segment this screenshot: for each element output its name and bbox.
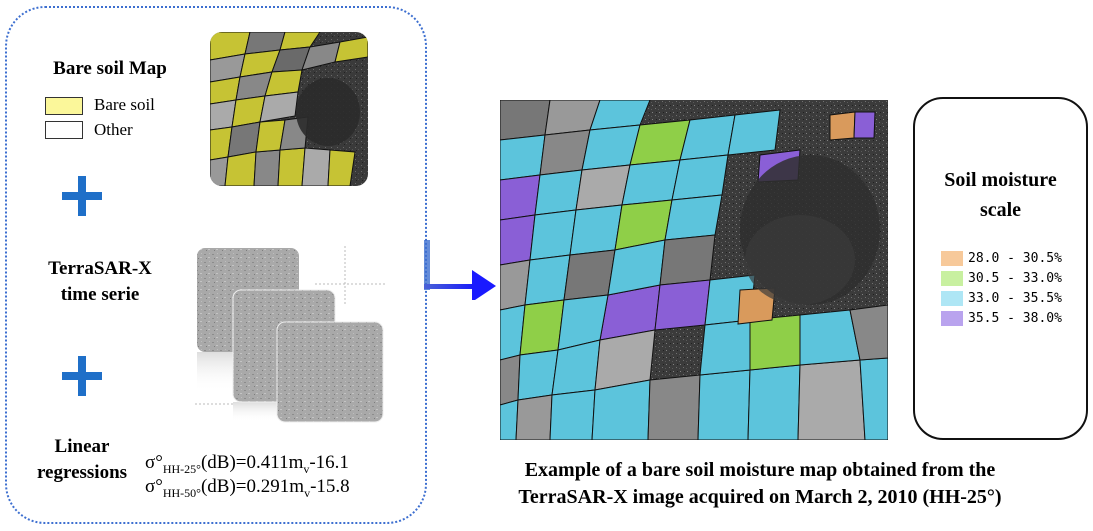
bare-soil-map-image: [210, 32, 368, 186]
scale-swatch: [941, 311, 963, 326]
scale-item: 33.0 - 35.5%: [941, 291, 1086, 306]
legend-label-bare-soil: Bare soil: [94, 95, 155, 114]
scale-swatch: [941, 271, 963, 286]
regression-formula-25: σ°HH-25°(dB)=0.411mv-16.1: [145, 452, 349, 476]
terrasar-title: TerraSAR-X time serie: [20, 256, 180, 308]
scale-item: 35.5 - 38.0%: [941, 311, 1086, 326]
linear-title-line2: regressions: [36, 462, 128, 483]
terrasar-title-line2: time serie: [60, 284, 140, 305]
arrow-right-icon: [424, 240, 496, 300]
legend-swatch-other: [45, 121, 83, 139]
scale-item: 30.5 - 33.0%: [941, 271, 1086, 286]
linear-regressions-title: Linear regressions: [22, 434, 142, 486]
soil-moisture-map-image: [500, 100, 888, 440]
scale-label: 28.0 - 30.5%: [968, 251, 1062, 266]
bare-soil-map-title: Bare soil Map: [53, 58, 167, 79]
plus-icon: [62, 356, 102, 396]
linear-title-line1: Linear: [54, 436, 110, 457]
terrasar-title-line1: TerraSAR-X: [48, 258, 152, 279]
scale-legend: 28.0 - 30.5% 30.5 - 33.0% 33.0 - 35.5% 3…: [941, 251, 1086, 326]
plus-icon: [62, 176, 102, 216]
figure-caption: Example of a bare soil moisture map obta…: [440, 457, 1080, 511]
scale-label: 35.5 - 38.0%: [968, 311, 1062, 326]
scale-swatch: [941, 291, 963, 306]
terrasar-time-series-images: [195, 246, 387, 423]
caption-line2: TerraSAR-X image acquired on March 2, 20…: [518, 486, 1002, 508]
scale-title: Soil moisture scale: [915, 165, 1086, 225]
regression-formula-50: σ°HH-50°(dB)=0.291mv-15.8: [145, 476, 350, 500]
scale-swatch: [941, 251, 963, 266]
scale-title-line2: scale: [979, 199, 1022, 221]
scale-label: 30.5 - 33.0%: [968, 271, 1062, 286]
legend-swatch-bare-soil: [45, 97, 83, 115]
scale-label: 33.0 - 35.5%: [968, 291, 1062, 306]
legend-label-other: Other: [94, 120, 133, 139]
soil-moisture-scale-box: Soil moisture scale 28.0 - 30.5% 30.5 - …: [913, 97, 1088, 440]
caption-line1: Example of a bare soil moisture map obta…: [524, 459, 996, 481]
scale-title-line1: Soil moisture: [944, 169, 1057, 191]
scale-item: 28.0 - 30.5%: [941, 251, 1086, 266]
